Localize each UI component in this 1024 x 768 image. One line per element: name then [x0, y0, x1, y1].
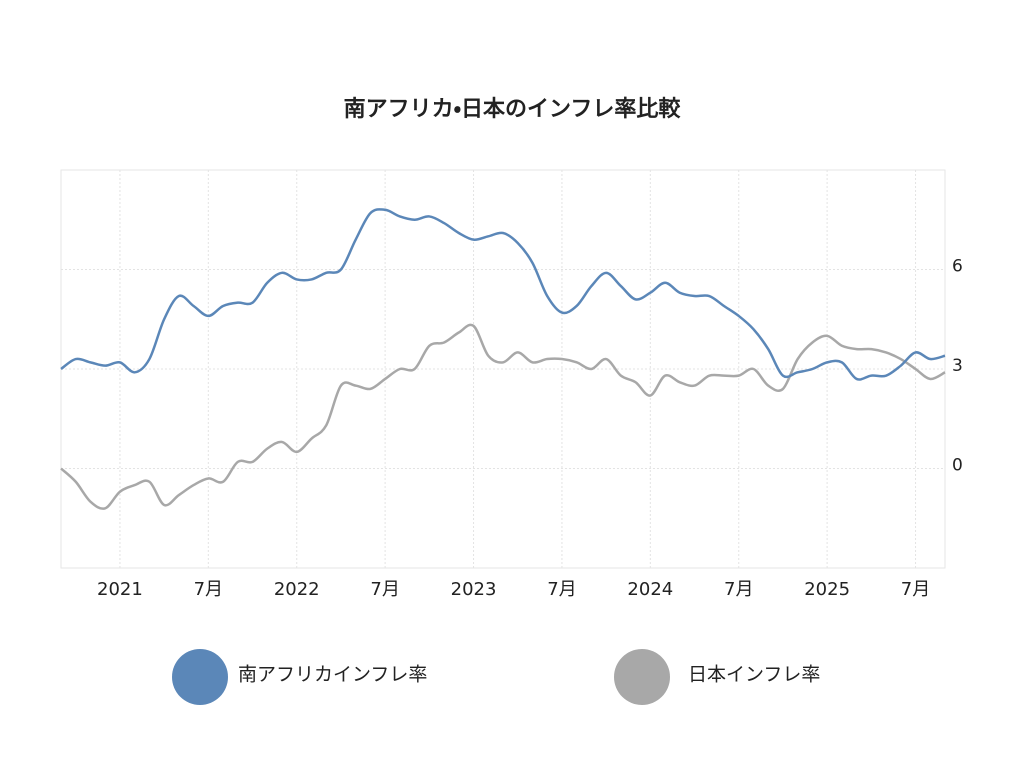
x-tick-label: 7月: [547, 579, 576, 600]
x-tick-label: 2022: [274, 579, 320, 600]
y-tick-label: 6: [952, 257, 963, 277]
series-line: [60, 323, 946, 510]
x-tick-label: 2021: [97, 579, 143, 600]
legend-label: 日本インフレ率: [688, 664, 820, 686]
x-tick-label: 7月: [194, 579, 223, 600]
chart-title: 南アフリカ・日本のインフレ率比較: [344, 96, 682, 122]
legend-swatch: [614, 649, 670, 705]
x-tick-label: 7月: [901, 579, 930, 600]
x-tick-label: 7月: [370, 579, 399, 600]
y-tick-label: 0: [952, 456, 963, 476]
x-tick-label: 2023: [451, 579, 497, 600]
x-tick-label: 2024: [627, 579, 673, 600]
x-tick-label: 2025: [804, 579, 850, 600]
legend-swatch: [172, 649, 228, 705]
series-line: [60, 208, 946, 381]
x-tick-label: 7月: [724, 579, 753, 600]
y-tick-label: 3: [952, 356, 963, 376]
legend-label: 南アフリカインフレ率: [238, 664, 427, 686]
